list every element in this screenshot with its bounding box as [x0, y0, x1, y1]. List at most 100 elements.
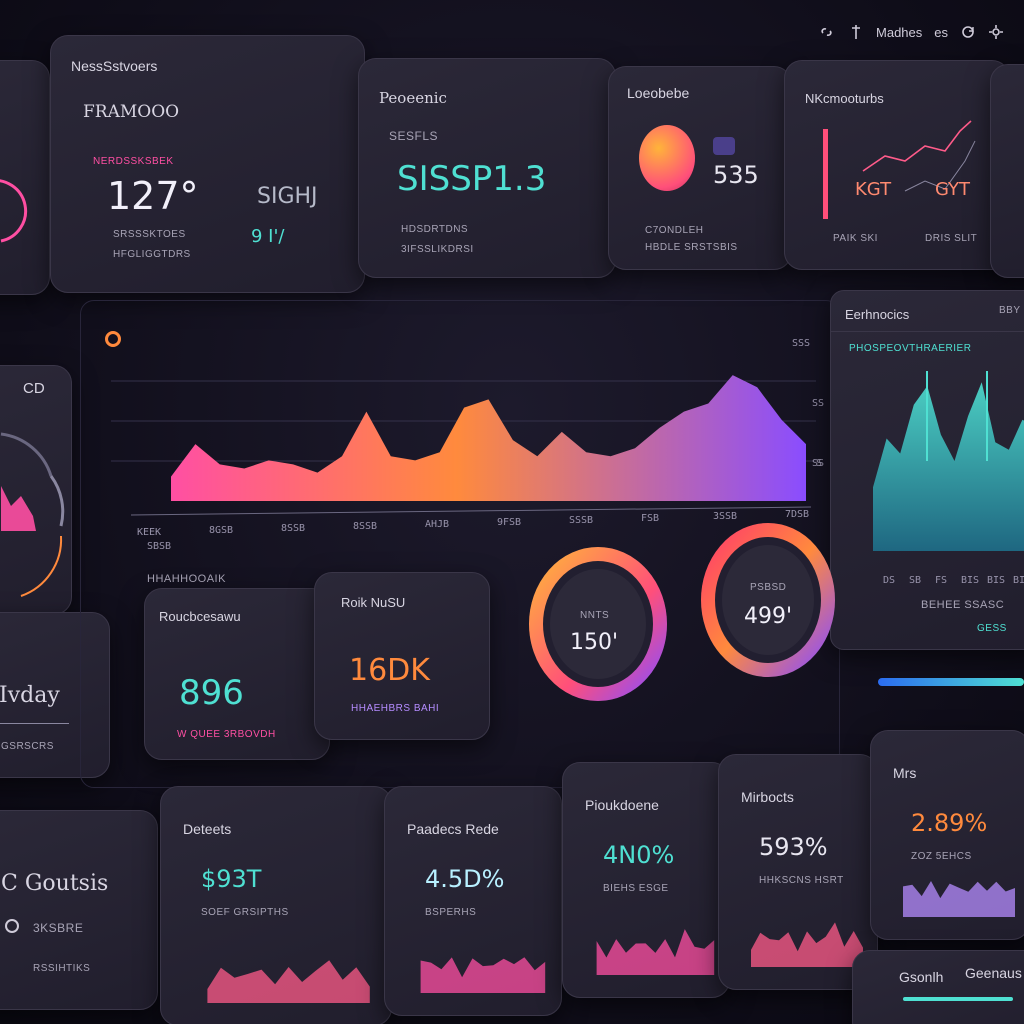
footer-card: Gsonlh Geenaus	[852, 950, 1024, 1024]
card-row-2: HFGLIGGTDRS	[113, 249, 191, 260]
pie-chart	[639, 125, 695, 191]
card-title: Paadecs Rede	[407, 821, 499, 837]
card-sparkline	[751, 922, 863, 967]
left-edge-title: Ivday	[0, 683, 60, 708]
stat-card-pie[interactable]: Loeobebe 535 C7ONDLEH HBDLE SRSTSBIS	[608, 66, 792, 270]
topbar-label[interactable]: Madhes	[876, 24, 923, 40]
settings-icon[interactable]	[988, 24, 1004, 40]
card-title: C Goutsis	[1, 871, 109, 896]
y-tick-label: S	[816, 458, 823, 469]
card-side-value: SIGHJ	[257, 184, 318, 209]
card-row-1: C7ONDLEH	[645, 225, 704, 236]
trend-sparkline	[823, 120, 976, 219]
left-edge-card-2: CD	[0, 365, 72, 615]
bottom-card[interactable]: Paadecs Rede 4.5D% BSPERHS	[384, 786, 562, 1016]
x-tick-label: SSSB	[569, 515, 594, 526]
x-tick-label: BIS	[1013, 575, 1024, 586]
card-value: 127°	[107, 174, 199, 218]
bottom-card[interactable]: Mrs 2.89% ZOZ 5EHCS	[870, 730, 1024, 940]
card-title: Roucbcesawu	[159, 609, 241, 624]
card-value: 535	[713, 161, 759, 189]
y-tick-label: SSS	[792, 338, 811, 349]
card-value: 896	[179, 673, 244, 713]
donut-value: 150'	[570, 630, 619, 655]
card-row-2: HBDLE SRSTSBIS	[645, 242, 738, 253]
card-title: Peoeenic	[379, 89, 447, 107]
sparkline-area	[751, 922, 863, 967]
x-tick-label: 8SSB	[353, 521, 378, 532]
sparkline-area	[420, 957, 546, 993]
card-divider	[831, 331, 1024, 332]
card-caption: W QUEE 3RBOVDH	[177, 729, 276, 740]
card-sparkline	[207, 960, 370, 1003]
card-side-value-2: 9 I'/	[251, 226, 285, 247]
card-row-2: DRIS SLIT	[925, 233, 978, 244]
card-row-1: PAIK SKI	[833, 233, 878, 244]
sparkline-area	[903, 881, 1015, 917]
card-value: SISSP1.3	[397, 159, 547, 199]
card-badge: NERDSSKSBEK	[93, 156, 174, 167]
teal-area-series	[873, 382, 1024, 551]
teal-area-chart	[873, 371, 1024, 551]
mid-card-2[interactable]: Roik NuSU 16DK HHAEHBRS BAHI	[314, 572, 490, 740]
card-title: Eerhnocics	[845, 307, 910, 322]
x-axis-sub-label: SBSB	[147, 541, 172, 552]
card-row: SOEF GRSIPTHS	[201, 907, 289, 918]
footer-bar	[903, 997, 1013, 1001]
left-edge-gauge	[0, 432, 65, 597]
refresh-icon[interactable]	[960, 24, 976, 40]
card-footer-link[interactable]: GESS	[977, 623, 1007, 634]
bottom-card[interactable]: Deteets $93T SOEF GRSIPTHS	[160, 786, 392, 1024]
donut-gauge-1[interactable]: NNTS 150'	[526, 544, 670, 704]
x-tick-label: BIS	[961, 575, 980, 586]
card-value: 4.5D%	[425, 865, 505, 893]
chart-legend-label: HHAHHOOAIK	[147, 573, 226, 585]
card-sparkline	[903, 881, 1015, 917]
card-row-1: HDSDRTDNS	[401, 224, 469, 235]
y-tick-label: SS	[812, 398, 825, 409]
left-edge-card-1	[0, 60, 50, 295]
card-subtitle: FRAMOOO	[83, 102, 180, 122]
x-tick-label: FS	[935, 575, 948, 586]
card-tag: BBY	[999, 305, 1021, 316]
toggle-icon[interactable]	[5, 919, 19, 933]
left-edge-divider	[0, 723, 69, 724]
chart-indicator[interactable]	[105, 331, 121, 347]
footer-right: Geenaus	[965, 965, 1022, 981]
ring-icon	[0, 179, 28, 243]
bottom-card[interactable]: Pioukdoene 4N0% BIEHS ESGE	[562, 762, 730, 998]
link-icon[interactable]	[820, 24, 836, 40]
x-tick-label: BIS	[987, 575, 1006, 586]
stat-card-weather[interactable]: NessSstvoers FRAMOOO NERDSSKSBEK 127° SI…	[50, 35, 365, 293]
card-footer: BEHEE SSASC	[921, 599, 1005, 611]
pin-icon[interactable]	[848, 24, 864, 40]
card-row: BSPERHS	[425, 907, 477, 918]
area-chart	[111, 375, 816, 516]
area-series	[171, 375, 806, 501]
card-caption: HHAEHBRS BAHI	[351, 703, 440, 714]
card-value: 593%	[759, 833, 828, 861]
mid-card-1[interactable]: Roucbcesawu 896 W QUEE 3RBOVDH	[144, 588, 330, 760]
stat-card-trend[interactable]: NKcmooturbs KGT GYT PAIK SKI DRIS SLIT	[784, 60, 1010, 270]
x-tick-label: AHJB	[425, 519, 450, 530]
bottom-left-card[interactable]: C Goutsis 3KSBRE RSSIHTIKS	[0, 810, 158, 1010]
card-value: 4N0%	[603, 841, 675, 869]
x-tick-label: FSB	[641, 513, 660, 524]
card-title: Pioukdoene	[585, 797, 659, 813]
donut-gauge-2[interactable]: PSBSD 499'	[698, 520, 838, 680]
card-title: NessSstvoers	[71, 58, 158, 74]
sparkline-area	[596, 929, 715, 975]
x-tick-label: 8GSB	[209, 525, 234, 536]
x-tick-label: 7DSB	[785, 509, 810, 520]
stat-card-revenue[interactable]: Peoeenic SESFLS SISSP1.3 HDSDRTDNS 3IFSS…	[358, 58, 616, 278]
bottom-card[interactable]: Mirbocts 593% HHKSCNS HSRT	[718, 754, 878, 990]
donut-value: 499'	[744, 604, 793, 629]
card-value: 16DK	[349, 653, 430, 688]
right-chart-card[interactable]: Eerhnocics BBY PHOSPEOVTHRAERIER DS SB FS B…	[830, 290, 1024, 650]
sparkline-area	[207, 960, 370, 1003]
topbar-label-right[interactable]: es	[934, 24, 948, 40]
donut-label: PSBSD	[750, 582, 787, 593]
x-tick-label: SB	[909, 575, 922, 586]
card-row-2: 3IFSSLIKDRSI	[401, 244, 474, 255]
x-tick-label: 8SSB	[281, 523, 306, 534]
